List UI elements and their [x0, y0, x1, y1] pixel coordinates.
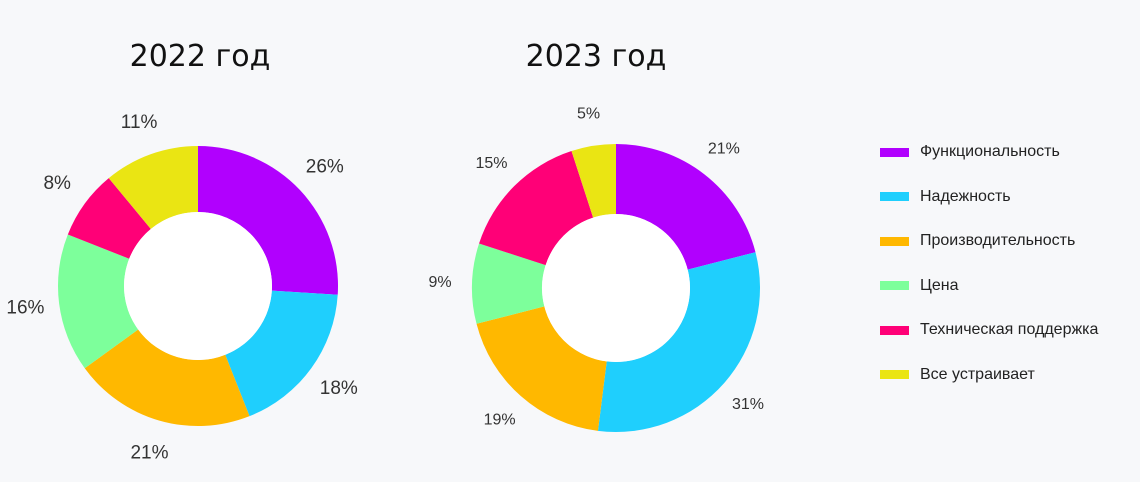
slice-functionality-2023 — [616, 144, 756, 270]
chart-title-2023: 2023 год — [526, 39, 667, 74]
legend-swatch-icon — [880, 192, 909, 201]
slice-price-2023 — [471, 243, 546, 324]
legend-item-functionality: Функциональность — [880, 141, 1140, 163]
data-label-reliability-2023: 31% — [732, 396, 764, 413]
data-label-support-2023: 15% — [475, 155, 507, 172]
slice-reliability-2022 — [225, 290, 338, 417]
data-label-satisfied-2023: 5% — [577, 106, 600, 123]
data-label-functionality-2022: 26% — [306, 156, 344, 177]
legend-item-support: Техническая поддержка — [880, 319, 1140, 341]
slice-price-2022 — [57, 234, 139, 369]
data-label-price-2022: 16% — [6, 297, 44, 318]
slice-functionality-2022 — [198, 146, 339, 295]
legend-item-reliability: Надежность — [880, 186, 1140, 208]
donut-hole-2022 — [124, 212, 272, 360]
data-label-satisfied-2022: 11% — [121, 112, 158, 133]
chart-legend: Функциональность Надежность Производител… — [880, 141, 1140, 408]
legend-swatch-icon — [880, 281, 909, 290]
data-label-price-2023: 9% — [429, 274, 452, 291]
donut-chart-2022: 2022 год 26% 18% 21% 16% 8% 11% — [6, 39, 358, 464]
legend-label: Надежность — [920, 187, 1011, 205]
slice-support-2023 — [479, 151, 594, 266]
legend-item-satisfied: Все устраивает — [880, 364, 1140, 386]
slice-performance-2022 — [84, 329, 250, 426]
data-label-reliability-2022: 18% — [320, 378, 358, 399]
slice-satisfied-2022 — [108, 146, 198, 229]
legend-item-price: Цена — [880, 275, 1140, 297]
legend-swatch-icon — [880, 325, 909, 335]
legend-label: Все устраивает — [920, 365, 1035, 383]
legend-label: Функциональность — [920, 143, 1060, 160]
legend-item-performance: Производительность — [880, 230, 1140, 252]
slice-reliability-2023 — [597, 252, 760, 432]
donut-chart-2023: 2023 год 21% 31% 19% 9% 15% 5% — [429, 39, 764, 432]
donut-hole-2023 — [542, 214, 690, 362]
legend-label: Цена — [920, 276, 959, 294]
data-label-performance-2023: 19% — [484, 412, 516, 429]
data-label-support-2022: 8% — [43, 173, 71, 194]
slice-performance-2023 — [476, 306, 607, 431]
slice-satisfied-2023 — [571, 144, 616, 218]
chart-title-2022: 2022 год — [130, 39, 271, 74]
legend-swatch-icon — [880, 236, 909, 246]
slice-support-2022 — [67, 178, 151, 259]
data-label-performance-2022: 21% — [130, 443, 168, 464]
legend-label: Техническая поддержка — [920, 321, 1099, 338]
data-label-functionality-2023: 21% — [708, 140, 740, 157]
legend-label: Производительность — [920, 232, 1076, 249]
legend-swatch-icon — [880, 147, 909, 157]
legend-swatch-icon — [880, 370, 909, 379]
